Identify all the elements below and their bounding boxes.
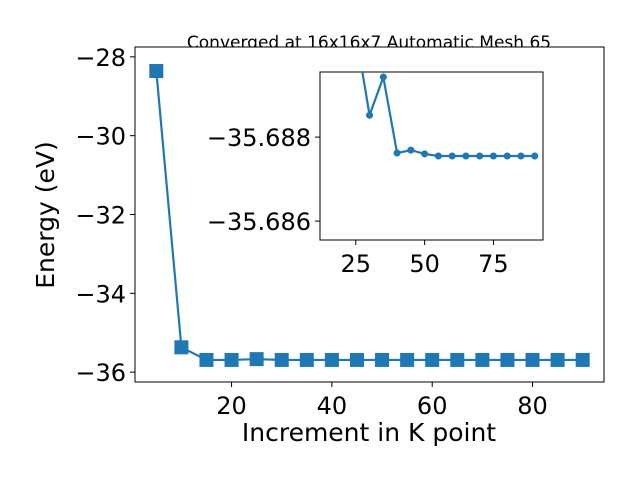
- x-tick-label: 50: [409, 250, 440, 278]
- marker: [575, 352, 590, 367]
- y-tick-label: −34: [75, 280, 126, 308]
- marker: [489, 152, 497, 160]
- y-tick-label: −36: [75, 359, 126, 387]
- x-tick-label: 80: [517, 392, 548, 420]
- x-tick-label: 20: [216, 392, 247, 420]
- marker: [500, 352, 515, 367]
- marker: [400, 352, 415, 367]
- marker: [550, 352, 565, 367]
- marker: [249, 352, 264, 367]
- marker: [503, 152, 511, 160]
- marker: [366, 111, 374, 119]
- marker: [450, 352, 465, 367]
- marker: [299, 352, 314, 367]
- marker: [393, 149, 401, 157]
- x-tick-label: 25: [341, 250, 372, 278]
- y-tick-label: −28: [75, 44, 126, 72]
- marker: [349, 352, 364, 367]
- y-tick-label: −35.686: [207, 208, 311, 236]
- marker: [475, 352, 490, 367]
- marker: [375, 352, 390, 367]
- marker: [407, 146, 415, 154]
- marker: [174, 340, 189, 355]
- marker: [324, 352, 339, 367]
- marker: [476, 152, 484, 160]
- marker: [517, 152, 525, 160]
- marker: [434, 152, 442, 160]
- series: [149, 64, 590, 367]
- y-tick-label: −30: [75, 123, 126, 151]
- marker: [531, 152, 539, 160]
- x-tick-label: 40: [317, 392, 348, 420]
- marker: [421, 150, 429, 158]
- x-tick-label: 60: [417, 392, 448, 420]
- marker: [149, 64, 164, 79]
- x-tick-label: 75: [478, 250, 509, 278]
- y-tick-label: −35.688: [207, 124, 311, 152]
- marker: [199, 352, 214, 367]
- y-axis-label: Energy (eV): [31, 141, 60, 288]
- marker: [425, 352, 440, 367]
- marker: [525, 352, 540, 367]
- marker: [462, 152, 470, 160]
- marker: [224, 352, 239, 367]
- marker: [448, 152, 456, 160]
- marker: [274, 352, 289, 367]
- x-axis-label: Increment in K point: [242, 418, 496, 447]
- marker: [379, 73, 387, 81]
- series: [361, 72, 539, 160]
- y-tick-label: −32: [75, 202, 126, 230]
